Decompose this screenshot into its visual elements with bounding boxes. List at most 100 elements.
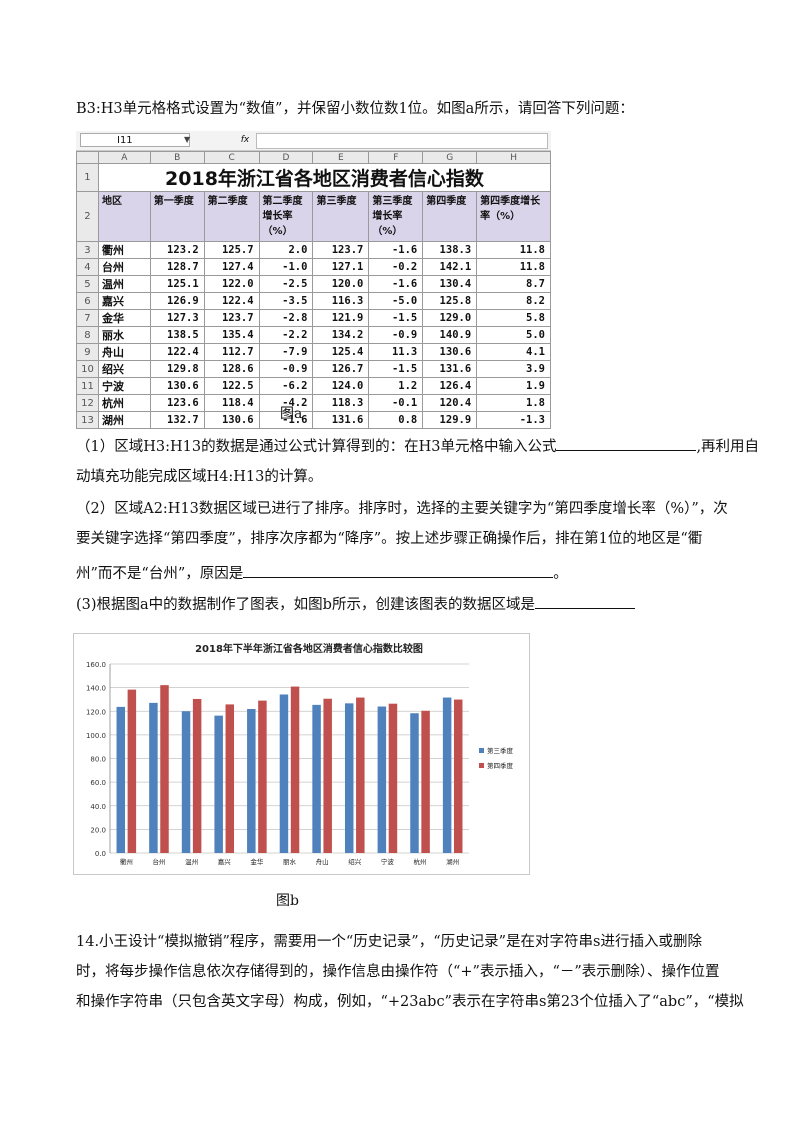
value-cell[interactable]: 0.8 xyxy=(368,411,424,429)
column-header[interactable]: G xyxy=(422,151,478,164)
value-cell[interactable]: -1.6 xyxy=(258,411,314,429)
value-cell[interactable]: 125.7 xyxy=(203,241,260,259)
value-cell[interactable]: 138.3 xyxy=(422,241,478,259)
value-cell[interactable]: 130.6 xyxy=(422,343,478,361)
chevron-down-icon[interactable]: ▼ xyxy=(184,135,191,144)
row-header[interactable]: 10 xyxy=(76,360,99,378)
value-cell[interactable]: 129.8 xyxy=(149,360,205,378)
value-cell[interactable]: -1.6 xyxy=(368,241,424,259)
value-cell[interactable]: -1.3 xyxy=(476,411,551,429)
region-cell[interactable]: 湖州 xyxy=(97,411,151,429)
row-header[interactable]: 11 xyxy=(76,377,99,395)
value-cell[interactable]: -2.5 xyxy=(258,275,314,293)
answer-blank-1[interactable] xyxy=(556,436,697,451)
row-header[interactable]: 7 xyxy=(76,309,99,327)
value-cell[interactable]: 130.6 xyxy=(149,377,205,395)
value-cell[interactable]: 126.7 xyxy=(312,360,370,378)
value-cell[interactable]: 1.8 xyxy=(476,394,551,412)
row-header[interactable]: 6 xyxy=(76,292,99,310)
value-cell[interactable]: -3.5 xyxy=(258,292,314,310)
region-cell[interactable]: 宁波 xyxy=(97,377,151,395)
value-cell[interactable]: 123.2 xyxy=(149,241,205,259)
value-cell[interactable]: 127.3 xyxy=(149,309,205,327)
region-cell[interactable]: 温州 xyxy=(97,275,151,293)
value-cell[interactable]: -0.1 xyxy=(368,394,424,412)
column-header[interactable]: A xyxy=(97,151,151,164)
value-cell[interactable]: 131.6 xyxy=(312,411,370,429)
value-cell[interactable]: 132.7 xyxy=(149,411,205,429)
region-cell[interactable]: 台州 xyxy=(97,258,151,276)
row-header[interactable]: 1 xyxy=(76,163,99,192)
value-cell[interactable]: 125.1 xyxy=(149,275,205,293)
answer-blank-3[interactable] xyxy=(534,594,635,609)
value-cell[interactable]: -0.9 xyxy=(368,326,424,344)
value-cell[interactable]: 131.6 xyxy=(422,360,478,378)
region-cell[interactable]: 金华 xyxy=(97,309,151,327)
value-cell[interactable]: 116.3 xyxy=(312,292,370,310)
value-cell[interactable]: -5.0 xyxy=(368,292,424,310)
value-cell[interactable]: 1.2 xyxy=(368,377,424,395)
value-cell[interactable]: -1.5 xyxy=(368,360,424,378)
value-cell[interactable]: -0.9 xyxy=(258,360,314,378)
value-cell[interactable]: -1.6 xyxy=(368,275,424,293)
value-cell[interactable]: 123.7 xyxy=(312,241,370,259)
value-cell[interactable]: 122.0 xyxy=(203,275,260,293)
value-cell[interactable]: 142.1 xyxy=(422,258,478,276)
value-cell[interactable]: 3.9 xyxy=(476,360,551,378)
column-title-cell[interactable]: 第三季度 xyxy=(312,191,370,242)
column-header[interactable]: E xyxy=(312,151,370,164)
row-header[interactable]: 8 xyxy=(76,326,99,344)
value-cell[interactable]: 8.2 xyxy=(476,292,551,310)
column-header[interactable]: B xyxy=(149,151,205,164)
value-cell[interactable]: 11.8 xyxy=(476,241,551,259)
value-cell[interactable]: 120.0 xyxy=(312,275,370,293)
region-cell[interactable]: 丽水 xyxy=(97,326,151,344)
value-cell[interactable]: 140.9 xyxy=(422,326,478,344)
region-cell[interactable]: 杭州 xyxy=(97,394,151,412)
value-cell[interactable]: 5.0 xyxy=(476,326,551,344)
value-cell[interactable]: 123.6 xyxy=(149,394,205,412)
column-title-cell[interactable]: 第二季度 xyxy=(203,191,260,242)
value-cell[interactable]: 134.2 xyxy=(312,326,370,344)
value-cell[interactable]: 126.4 xyxy=(422,377,478,395)
row-header[interactable]: 3 xyxy=(76,241,99,259)
region-cell[interactable]: 嘉兴 xyxy=(97,292,151,310)
value-cell[interactable]: 125.4 xyxy=(312,343,370,361)
answer-blank-2[interactable] xyxy=(243,563,554,578)
value-cell[interactable]: 129.9 xyxy=(422,411,478,429)
column-title-cell[interactable]: 第四季度 xyxy=(422,191,478,242)
value-cell[interactable]: 11.8 xyxy=(476,258,551,276)
value-cell[interactable]: 122.4 xyxy=(149,343,205,361)
value-cell[interactable]: -1.5 xyxy=(368,309,424,327)
row-header[interactable]: 2 xyxy=(76,191,99,242)
column-title-cell[interactable]: 第四季度增长率（%） xyxy=(476,191,551,242)
value-cell[interactable]: -6.2 xyxy=(258,377,314,395)
row-header[interactable]: 12 xyxy=(76,394,99,412)
value-cell[interactable]: -2.2 xyxy=(258,326,314,344)
value-cell[interactable]: 135.4 xyxy=(203,326,260,344)
column-title-cell[interactable]: 地区 xyxy=(97,191,151,242)
column-header[interactable]: F xyxy=(368,151,424,164)
row-header[interactable]: 5 xyxy=(76,275,99,293)
value-cell[interactable]: -7.9 xyxy=(258,343,314,361)
value-cell[interactable]: 2.0 xyxy=(258,241,314,259)
value-cell[interactable]: 8.7 xyxy=(476,275,551,293)
value-cell[interactable]: 129.0 xyxy=(422,309,478,327)
formula-input[interactable] xyxy=(256,133,548,149)
value-cell[interactable]: 118.3 xyxy=(312,394,370,412)
value-cell[interactable]: 127.4 xyxy=(203,258,260,276)
column-title-cell[interactable]: 第一季度 xyxy=(149,191,205,242)
region-cell[interactable]: 绍兴 xyxy=(97,360,151,378)
value-cell[interactable]: 5.8 xyxy=(476,309,551,327)
value-cell[interactable]: 112.7 xyxy=(203,343,260,361)
value-cell[interactable]: -1.0 xyxy=(258,258,314,276)
value-cell[interactable]: 123.7 xyxy=(203,309,260,327)
value-cell[interactable]: 11.3 xyxy=(368,343,424,361)
column-header[interactable]: C xyxy=(203,151,260,164)
fx-icon[interactable]: fx xyxy=(240,135,250,145)
value-cell[interactable]: 126.9 xyxy=(149,292,205,310)
column-title-cell[interactable]: 第三季度增长率（%） xyxy=(368,191,424,242)
region-cell[interactable]: 衢州 xyxy=(97,241,151,259)
column-title-cell[interactable]: 第二季度增长率（%） xyxy=(258,191,314,242)
value-cell[interactable]: -2.8 xyxy=(258,309,314,327)
